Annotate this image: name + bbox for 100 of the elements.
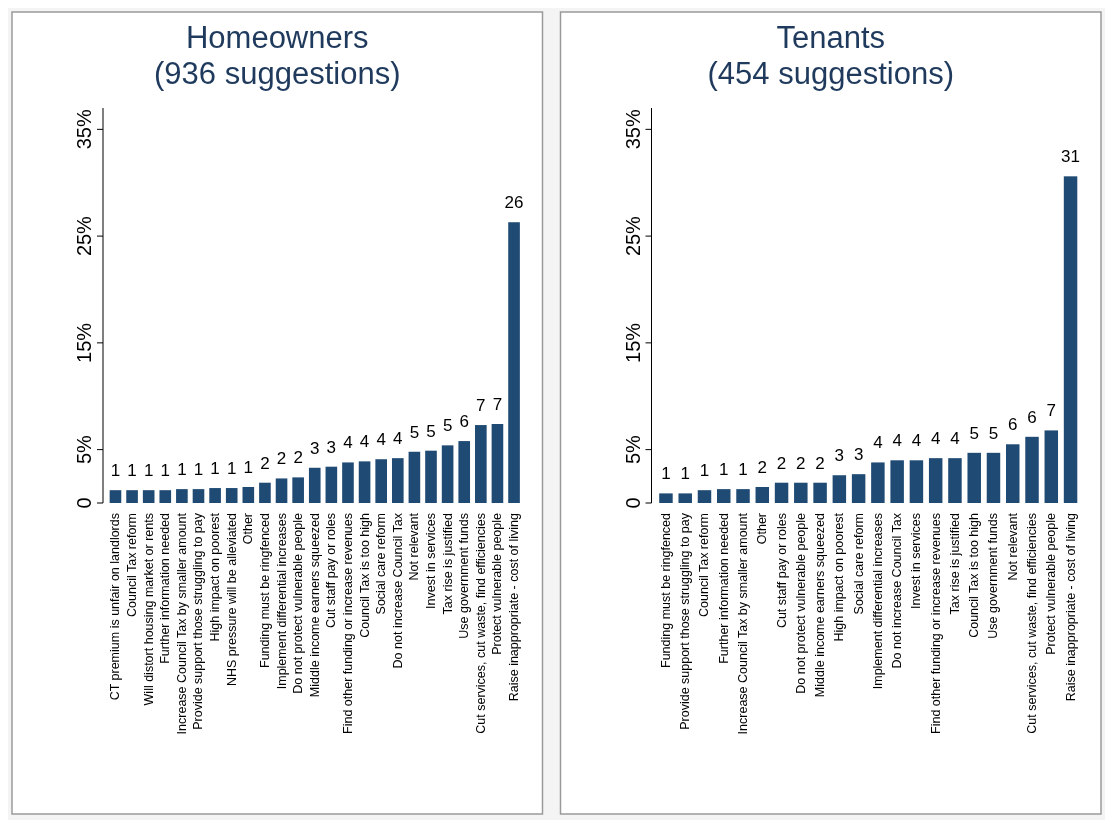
data-label: 6	[459, 412, 469, 432]
x-tick-label: Will distort housing market or rents	[141, 513, 156, 706]
y-tick-label: 0	[73, 497, 95, 509]
x-tick-label: Do not protect vulnerable people	[291, 512, 306, 694]
x-tick-label: Find other funding or increase revenues	[340, 513, 355, 734]
x-tick-label: Do not increase Council Tax	[890, 512, 905, 669]
bar	[736, 489, 750, 503]
bar	[159, 490, 172, 503]
data-label: 5	[426, 421, 436, 441]
bar	[832, 475, 847, 503]
x-tick-label: Social care reform	[851, 513, 866, 615]
x-tick-label: Cut services, cut waste, find efficiencies	[1025, 513, 1040, 734]
data-label: 1	[160, 461, 171, 481]
bar	[659, 493, 673, 503]
x-tick-label: Council Tax reform	[697, 513, 712, 617]
x-tick-label: Further information needed	[716, 512, 731, 664]
x-tick-label: NHS pressure will be alleviated	[224, 512, 239, 686]
data-label: 2	[796, 453, 806, 473]
x-tick-label: Do not protect vulnerable people	[793, 512, 808, 694]
x-tick-label: Provide support those struggling to pay	[678, 512, 693, 730]
x-tick-label: CT premium is unfair on landlords	[108, 513, 123, 701]
bar	[1044, 430, 1059, 503]
bar	[342, 462, 354, 503]
data-label: 2	[757, 457, 768, 477]
y-tick-label: 25%	[73, 215, 95, 257]
bar	[986, 452, 1001, 503]
x-tick-label: Use government funds	[986, 513, 1001, 639]
bar	[259, 482, 271, 503]
bar	[109, 490, 122, 503]
bar	[242, 486, 255, 503]
data-label: 4	[359, 432, 370, 452]
data-label: 1	[699, 461, 710, 481]
data-label: 1	[719, 460, 729, 480]
x-tick-label: Find other funding or increase revenues	[928, 513, 943, 734]
x-tick-label: High impact on poorest	[208, 512, 223, 642]
bar	[794, 482, 808, 503]
data-label: 4	[911, 431, 922, 451]
y-tick-label: 15%	[73, 322, 95, 363]
data-label: 1	[226, 459, 237, 479]
data-label: 3	[326, 437, 337, 457]
bar	[475, 425, 487, 503]
x-tick-label: Increase Council Tax by smaller amount	[174, 512, 189, 735]
bar	[441, 445, 454, 503]
data-label: 1	[210, 459, 220, 479]
bar	[909, 460, 924, 503]
bar	[142, 490, 155, 503]
data-label: 1	[177, 460, 187, 480]
bar	[678, 493, 692, 503]
bar	[325, 466, 338, 503]
data-label: 4	[930, 429, 941, 449]
data-label: 3	[834, 446, 845, 466]
x-tick-label: Implement differential increases	[870, 513, 885, 690]
data-label: 4	[873, 433, 883, 453]
data-label: 1	[110, 461, 121, 481]
bar	[1025, 436, 1039, 503]
x-tick-label: Implement differential increases	[274, 513, 289, 690]
x-tick-label: Funding must be ringfenced	[658, 512, 673, 668]
x-tick-label: Middle income earners squeezed	[307, 512, 322, 698]
x-tick-label: Raise inappropriate - cost of living	[1063, 512, 1078, 702]
data-label: 4	[343, 433, 353, 453]
x-tick-label: Not relevant	[1005, 512, 1020, 581]
chart-title: Tenants (454 suggestions)	[707, 20, 954, 91]
x-tick-label: Middle income earners squeezed	[813, 512, 828, 698]
y-tick-label: 35%	[73, 109, 95, 150]
bar	[458, 441, 471, 503]
bar	[890, 460, 904, 503]
data-label: 4	[393, 429, 403, 449]
y-tick-label: 15%	[621, 322, 644, 363]
bar	[425, 450, 437, 503]
x-tick-label: Funding must be ringfenced	[257, 512, 272, 668]
data-label: 6	[1027, 407, 1037, 427]
x-tick-label: Protect vulnerable people	[1044, 512, 1059, 655]
bar	[508, 222, 520, 503]
x-tick-label: Other	[755, 513, 770, 545]
x-tick-label: Council Tax reform	[125, 513, 140, 617]
y-tick-label: 0	[621, 497, 644, 509]
bar	[871, 462, 885, 503]
bar	[176, 489, 188, 503]
data-label: 5	[969, 423, 979, 443]
x-tick-label: Use government funds	[457, 513, 472, 639]
data-label: 4	[950, 429, 960, 449]
data-label: 3	[853, 445, 864, 465]
x-tick-label: Invest in services	[909, 513, 924, 609]
data-label: 2	[776, 453, 787, 473]
bar	[375, 459, 387, 503]
x-tick-label: High impact on poorest	[832, 512, 847, 642]
y-tick-label: 5%	[73, 434, 95, 465]
x-tick-label: Not relevant	[407, 512, 422, 581]
x-tick-label: Further information needed	[158, 512, 173, 664]
chart-title: Homeowners (936 suggestions)	[154, 20, 401, 91]
x-tick-label: Protect vulnerable people	[490, 512, 505, 655]
data-label: 1	[243, 457, 254, 477]
bar	[774, 482, 789, 503]
x-tick-label: Provide support those struggling to pay	[191, 512, 206, 730]
bar	[928, 458, 943, 503]
bar	[851, 474, 866, 503]
bar	[813, 482, 827, 503]
x-tick-label: Cut services, cut waste, find efficiencies	[473, 513, 488, 734]
data-label: 1	[738, 460, 748, 480]
bar	[717, 489, 731, 503]
